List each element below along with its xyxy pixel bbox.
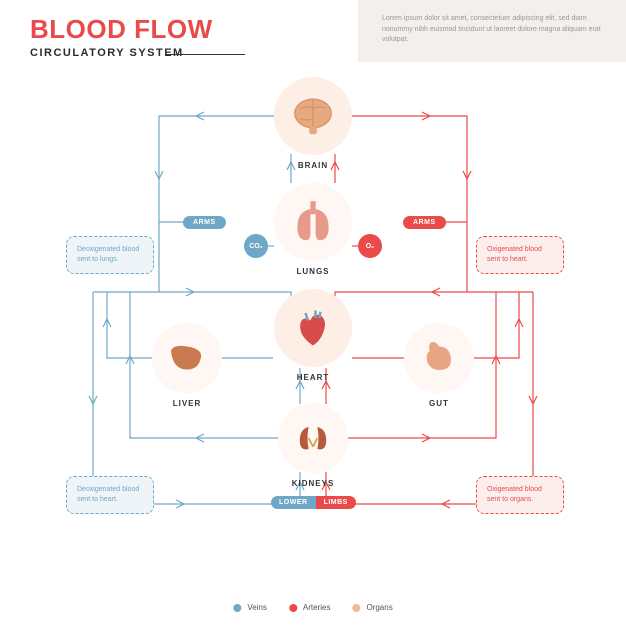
brain-icon xyxy=(274,77,352,155)
organ-label: LIVER xyxy=(152,399,222,408)
gas-badge-o2: O₂ xyxy=(358,234,382,258)
legend-label: Veins xyxy=(247,603,267,612)
organ-label: LUNGS xyxy=(274,267,352,276)
note-box: Oxigenated blood sent to organs. xyxy=(476,476,564,514)
organ-kidneys: KIDNEYS xyxy=(278,403,348,488)
pill-arms-right: ARMS xyxy=(403,216,446,229)
organ-label: KIDNEYS xyxy=(278,479,348,488)
organ-label: BRAIN xyxy=(274,161,352,170)
lungs-icon xyxy=(274,183,352,261)
organ-brain: BRAIN xyxy=(274,77,352,170)
organ-label: GUT xyxy=(404,399,474,408)
note-box: Deoxigenated blood sent to heart. xyxy=(66,476,154,514)
legend-label: Organs xyxy=(366,603,392,612)
heart-icon xyxy=(274,289,352,367)
legend-dot-icon xyxy=(352,604,360,612)
organ-lungs: LUNGS xyxy=(274,183,352,276)
legend-item: Arteries xyxy=(289,603,331,612)
title-block: BLOOD FLOW CIRCULATORY SYSTEM xyxy=(0,0,213,72)
subtitle: CIRCULATORY SYSTEM xyxy=(30,47,213,59)
main-title: BLOOD FLOW xyxy=(30,14,213,45)
legend-dot-icon xyxy=(233,604,241,612)
organ-liver: LIVER xyxy=(152,323,222,408)
legend-item: Organs xyxy=(352,603,392,612)
note-box: Oxigenated blood sent to heart. xyxy=(476,236,564,274)
legend: Veins Arteries Organs xyxy=(233,603,392,612)
note-box: Deoxigenated blood sent to lungs. xyxy=(66,236,154,274)
gas-badge-co2: CO₂ xyxy=(244,234,268,258)
legend-dot-icon xyxy=(289,604,297,612)
pill-lower-limbs: LOWERLIMBS xyxy=(271,496,356,509)
legend-item: Veins xyxy=(233,603,267,612)
legend-label: Arteries xyxy=(303,603,331,612)
pill-arms-left: ARMS xyxy=(183,216,226,229)
gut-icon xyxy=(404,323,474,393)
liver-icon xyxy=(152,323,222,393)
organ-label: HEART xyxy=(274,373,352,382)
infographic-container: BLOOD FLOW CIRCULATORY SYSTEM Lorem ipsu… xyxy=(0,0,626,626)
organ-gut: GUT xyxy=(404,323,474,408)
organ-heart: HEART xyxy=(274,289,352,382)
kidneys-icon xyxy=(278,403,348,473)
